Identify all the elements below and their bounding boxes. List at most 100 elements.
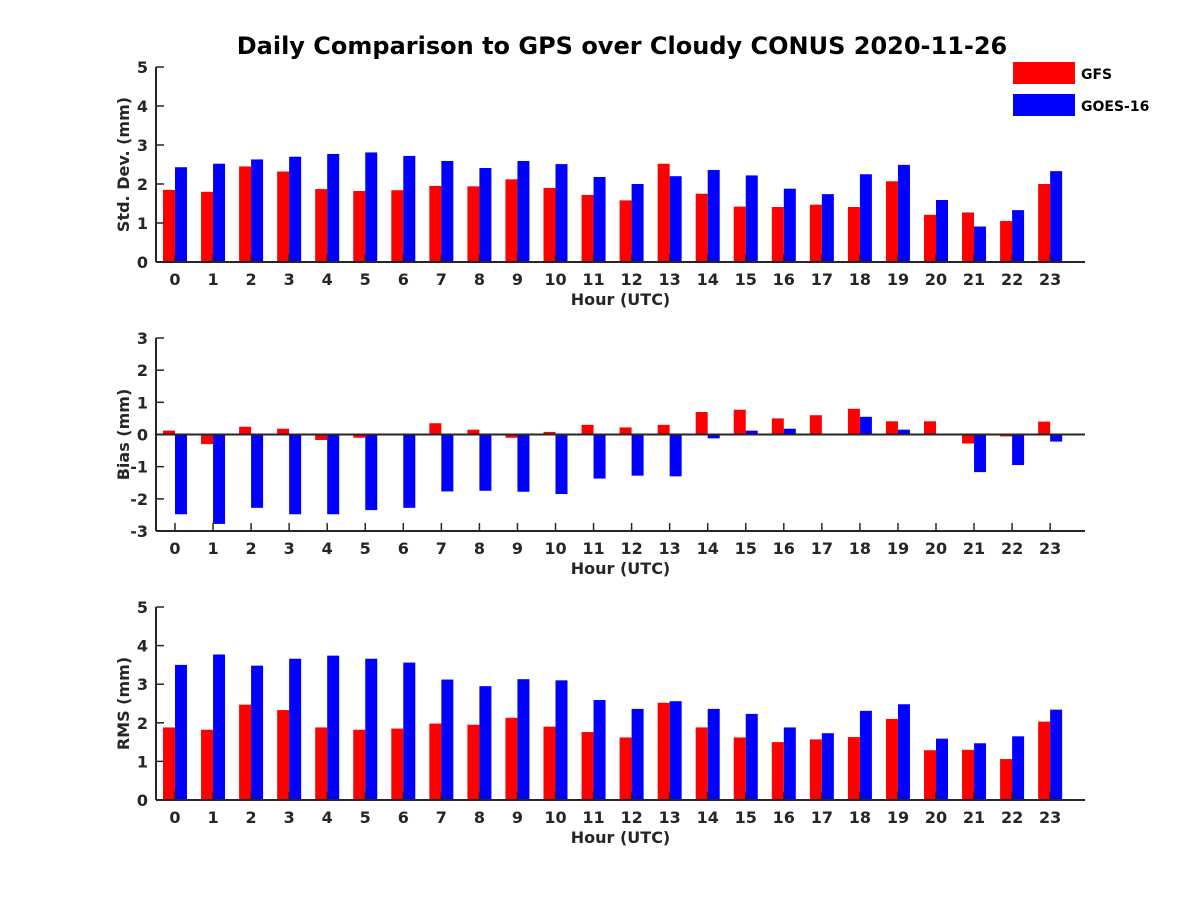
rms-bar-gfs-16 xyxy=(771,742,784,800)
bias-bar-goes16-4 xyxy=(327,434,340,515)
rms-y-tick-label: 4 xyxy=(137,637,148,656)
std-dev-bar-goes16-5 xyxy=(365,152,378,262)
rms-bar-gfs-4 xyxy=(315,727,328,800)
rms-y-axis-label: RMS (mm) xyxy=(114,657,133,750)
bias-x-tick-label: 16 xyxy=(773,539,795,558)
rms-x-tick-label: 5 xyxy=(360,808,371,827)
rms-x-axis-label: Hour (UTC) xyxy=(571,828,671,847)
bias-bar-goes16-15 xyxy=(745,430,758,435)
rms-y-tick-label: 3 xyxy=(137,675,148,694)
std-dev-bar-gfs-23 xyxy=(1038,184,1051,262)
std-dev-bar-gfs-19 xyxy=(885,181,898,262)
std-dev-y-tick-label: 3 xyxy=(137,136,148,155)
rms-bar-gfs-9 xyxy=(505,717,518,800)
std-dev-bar-gfs-6 xyxy=(391,190,404,262)
bias-x-tick-label: 17 xyxy=(811,539,833,558)
rms-bar-goes16-3 xyxy=(289,658,302,800)
bias-bar-gfs-20 xyxy=(924,421,936,435)
bias-bar-gfs-21 xyxy=(962,434,975,444)
bias-bar-gfs-3 xyxy=(277,428,290,435)
std-dev-x-tick-label: 3 xyxy=(284,270,295,289)
rms-bar-goes16-23 xyxy=(1050,709,1063,800)
rms-bar-goes16-0 xyxy=(175,664,187,800)
bias-bar-gfs-1 xyxy=(201,434,214,445)
std-dev-x-tick-label: 6 xyxy=(398,270,409,289)
std-dev-y-tick-label: 5 xyxy=(137,58,148,77)
std-dev-bar-gfs-17 xyxy=(809,204,822,262)
rms-x-tick-label: 21 xyxy=(963,808,985,827)
bias-x-tick-label: 22 xyxy=(1001,539,1023,558)
std-dev-bar-gfs-3 xyxy=(277,171,290,262)
bias-x-axis-label: Hour (UTC) xyxy=(571,559,671,578)
std-dev-y-tick-label: 4 xyxy=(137,97,148,116)
bias-x-tick-label: 3 xyxy=(284,539,295,558)
std-dev-x-tick-label: 10 xyxy=(544,270,566,289)
bias-bar-goes16-2 xyxy=(251,434,264,508)
std-dev-bar-goes16-23 xyxy=(1050,171,1063,262)
bias-x-tick-label: 6 xyxy=(398,539,409,558)
std-dev-x-tick-label: 16 xyxy=(773,270,795,289)
bias-bar-goes16-14 xyxy=(707,434,720,439)
rms-bar-gfs-17 xyxy=(809,739,822,800)
rms-bar-goes16-12 xyxy=(631,708,644,800)
std-dev-bar-goes16-10 xyxy=(555,164,568,262)
std-dev-bar-goes16-8 xyxy=(479,168,492,262)
std-dev-x-tick-label: 9 xyxy=(512,270,523,289)
bias-x-tick-label: 21 xyxy=(963,539,985,558)
bias-bar-gfs-18 xyxy=(847,408,860,435)
bias-x-tick-label: 1 xyxy=(207,539,218,558)
bias-bar-gfs-4 xyxy=(315,434,328,440)
std-dev-x-tick-label: 18 xyxy=(849,270,871,289)
std-dev-x-tick-label: 15 xyxy=(735,270,757,289)
std-dev-bar-goes16-22 xyxy=(1012,210,1025,262)
std-dev-x-tick-label: 4 xyxy=(322,270,333,289)
rms-bar-gfs-3 xyxy=(277,710,290,800)
rms-bar-gfs-0 xyxy=(163,727,175,800)
std-dev-x-tick-label: 1 xyxy=(207,270,218,289)
std-dev-x-tick-label: 13 xyxy=(659,270,681,289)
bias-y-tick-label: -2 xyxy=(130,490,148,509)
bias-x-tick-label: 8 xyxy=(474,539,485,558)
rms-bar-gfs-15 xyxy=(733,737,746,800)
rms-bar-gfs-5 xyxy=(353,729,366,800)
bias-bar-goes16-13 xyxy=(669,434,682,477)
rms-bar-goes16-21 xyxy=(974,743,987,800)
bias-bar-gfs-5 xyxy=(353,434,366,438)
std-dev-x-tick-label: 20 xyxy=(925,270,947,289)
rms-x-tick-label: 3 xyxy=(284,808,295,827)
rms-bar-goes16-14 xyxy=(707,708,720,800)
rms-x-tick-label: 23 xyxy=(1039,808,1061,827)
std-dev-bar-goes16-17 xyxy=(821,194,834,262)
std-dev-bar-gfs-5 xyxy=(353,191,366,262)
std-dev-bar-goes16-18 xyxy=(859,174,872,262)
bias-x-tick-label: 18 xyxy=(849,539,871,558)
bias-bar-gfs-8 xyxy=(467,429,480,435)
bias-x-tick-label: 19 xyxy=(887,539,909,558)
bias-bar-goes16-0 xyxy=(175,434,187,515)
rms-bar-goes16-18 xyxy=(859,710,872,800)
rms-bar-gfs-2 xyxy=(239,704,252,800)
bias-x-tick-label: 14 xyxy=(697,539,719,558)
bias-x-tick-label: 2 xyxy=(246,539,257,558)
bias-bar-goes16-22 xyxy=(1012,434,1025,466)
rms-x-tick-label: 8 xyxy=(474,808,485,827)
std-dev-bar-gfs-12 xyxy=(619,200,632,262)
std-dev-x-tick-label: 17 xyxy=(811,270,833,289)
bias-bar-gfs-23 xyxy=(1038,421,1051,435)
std-dev-x-tick-label: 8 xyxy=(474,270,485,289)
std-dev-x-tick-label: 0 xyxy=(169,270,180,289)
bias-bar-gfs-17 xyxy=(809,415,822,435)
std-dev-bar-gfs-21 xyxy=(962,212,975,262)
rms-bar-gfs-8 xyxy=(467,724,480,800)
rms-x-tick-label: 7 xyxy=(436,808,447,827)
rms-y-tick-label: 2 xyxy=(137,714,148,733)
std-dev-y-axis-label: Std. Dev. (mm) xyxy=(114,97,133,232)
rms-x-tick-label: 1 xyxy=(207,808,218,827)
std-dev-bar-goes16-0 xyxy=(175,167,187,262)
bias-bar-goes16-12 xyxy=(631,434,644,476)
rms-bar-goes16-10 xyxy=(555,680,568,800)
std-dev-bar-goes16-7 xyxy=(441,160,454,262)
rms-bar-gfs-14 xyxy=(695,727,708,800)
rms-bar-goes16-17 xyxy=(821,733,834,800)
